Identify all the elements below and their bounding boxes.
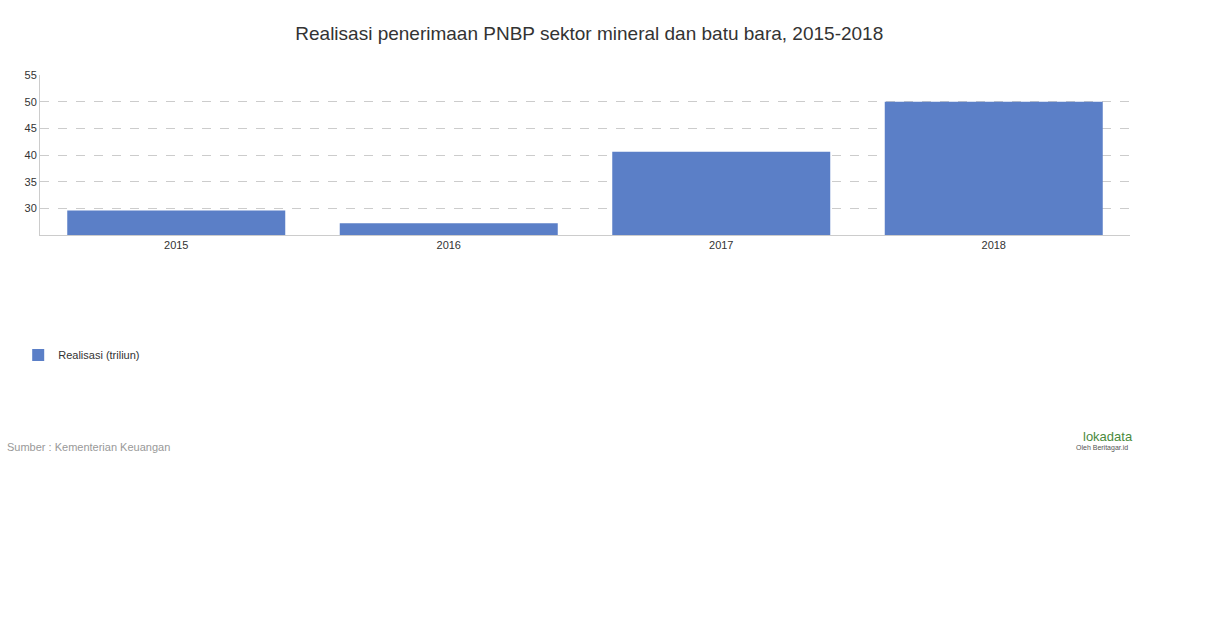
svg-text:50: 50	[25, 96, 37, 108]
svg-text:45: 45	[25, 122, 37, 134]
svg-text:Oleh Beritagar.id: Oleh Beritagar.id	[1076, 444, 1128, 452]
svg-text:40: 40	[25, 149, 37, 161]
svg-text:2018: 2018	[982, 239, 1006, 251]
svg-text:2015: 2015	[164, 239, 188, 251]
svg-text:Sumber : Kementerian Keuangan: Sumber : Kementerian Keuangan	[7, 441, 170, 453]
svg-text:35: 35	[25, 176, 37, 188]
svg-text:30: 30	[25, 202, 37, 214]
svg-text:Realisasi (triliun): Realisasi (triliun)	[58, 349, 139, 361]
svg-text:Realisasi penerimaan PNBP sekt: Realisasi penerimaan PNBP sektor mineral…	[295, 23, 883, 44]
svg-text:55: 55	[25, 69, 37, 81]
svg-text:lokadata: lokadata	[1083, 429, 1133, 444]
svg-text:2017: 2017	[709, 239, 733, 251]
svg-text:2016: 2016	[437, 239, 461, 251]
